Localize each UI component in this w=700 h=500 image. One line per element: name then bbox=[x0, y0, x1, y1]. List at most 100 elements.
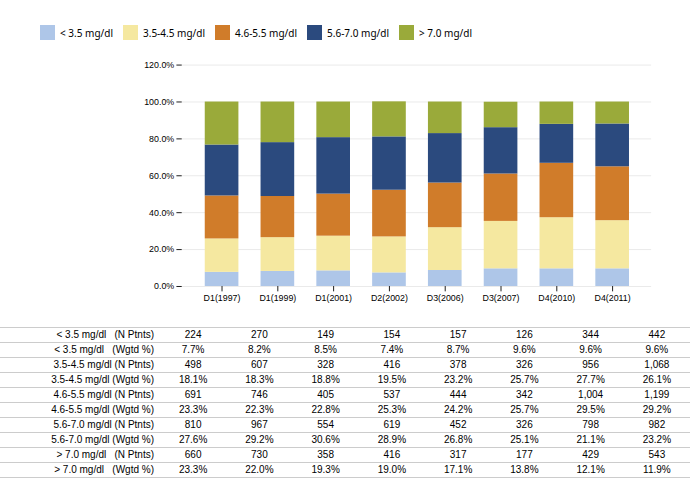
html-text:23.2%: 23.2% bbox=[642, 433, 671, 445]
html-text:28.9%: 28.9% bbox=[377, 433, 406, 445]
html-text:29.2%: 29.2% bbox=[642, 403, 671, 415]
svg-text:100.0%: 100.0% bbox=[144, 97, 174, 107]
html-text:537: 537 bbox=[383, 388, 401, 400]
html-text:25.7%: 25.7% bbox=[510, 373, 539, 385]
html-text:342: 342 bbox=[516, 388, 533, 400]
svg-text:80.0%: 80.0% bbox=[149, 134, 174, 144]
html-text:4.6-5.5 mg/dl: 4.6-5.5 mg/dl bbox=[235, 25, 297, 40]
html-text:967: 967 bbox=[251, 418, 268, 430]
html-text:328: 328 bbox=[317, 358, 334, 370]
html-text:25.3%: 25.3% bbox=[377, 403, 406, 415]
html-text:3.5-4.5 mg/dl (N Ptnts): 3.5-4.5 mg/dl (N Ptnts) bbox=[53, 358, 154, 370]
svg-text:120.0%: 120.0% bbox=[144, 60, 174, 70]
html-text:619: 619 bbox=[383, 418, 401, 430]
svg-text:D1(1999): D1(1999) bbox=[259, 293, 296, 303]
html-text:554: 554 bbox=[317, 418, 334, 430]
html-text:9.6%: 9.6% bbox=[579, 343, 602, 355]
svg-text:D3(2006): D3(2006) bbox=[427, 293, 464, 303]
html-text:4.6-5.5 mg/dl (Wgtd %): 4.6-5.5 mg/dl (Wgtd %) bbox=[51, 403, 154, 415]
html-text:18.3%: 18.3% bbox=[245, 373, 274, 385]
svg-text:D1(2001): D1(2001) bbox=[315, 293, 352, 303]
html-text:177: 177 bbox=[516, 448, 533, 460]
html-text:607: 607 bbox=[251, 358, 268, 370]
html-text:326: 326 bbox=[516, 358, 533, 370]
svg-text:60.0%: 60.0% bbox=[149, 171, 174, 181]
html-text:270: 270 bbox=[251, 328, 268, 340]
html-text:3.5-4.5 mg/dl (Wgtd %): 3.5-4.5 mg/dl (Wgtd %) bbox=[51, 373, 154, 385]
html-text:18.8%: 18.8% bbox=[311, 373, 340, 385]
html-text:378: 378 bbox=[449, 358, 467, 370]
svg-text:20.0%: 20.0% bbox=[149, 244, 174, 254]
html-text:> 7.0 mg/dl: > 7.0 mg/dl bbox=[419, 25, 472, 40]
html-text:29.2%: 29.2% bbox=[245, 433, 274, 445]
html-text:27.7%: 27.7% bbox=[576, 373, 605, 385]
html-text:< 3.5 mg/dl (Wgtd %): < 3.5 mg/dl (Wgtd %) bbox=[54, 343, 154, 355]
html-text:9.6%: 9.6% bbox=[645, 343, 669, 355]
html-text:358: 358 bbox=[317, 448, 334, 460]
html-text:22.3%: 22.3% bbox=[245, 403, 274, 415]
html-text:746: 746 bbox=[251, 388, 268, 400]
html-text:9.6%: 9.6% bbox=[513, 343, 536, 355]
html-text:23.2%: 23.2% bbox=[443, 373, 473, 385]
html-text:660: 660 bbox=[184, 448, 202, 460]
svg-text:D3(2007): D3(2007) bbox=[483, 293, 520, 303]
svg-text:D4(2010): D4(2010) bbox=[538, 293, 575, 303]
html-text:25.1%: 25.1% bbox=[510, 433, 539, 445]
html-text:405: 405 bbox=[317, 388, 334, 400]
html-text:442: 442 bbox=[648, 328, 666, 340]
html-text:344: 344 bbox=[582, 328, 599, 340]
html-text:157: 157 bbox=[449, 328, 467, 340]
html-text:7.7%: 7.7% bbox=[181, 343, 205, 355]
html-text:7.4%: 7.4% bbox=[380, 343, 404, 355]
html-text:982: 982 bbox=[648, 418, 666, 430]
html-text:317: 317 bbox=[449, 448, 467, 460]
html-text:326: 326 bbox=[516, 418, 533, 430]
svg-text:D1(1997): D1(1997) bbox=[204, 293, 241, 303]
html-text:25.7%: 25.7% bbox=[510, 403, 539, 415]
html-text:5.6-7.0 mg/dl (N Ptnts): 5.6-7.0 mg/dl (N Ptnts) bbox=[53, 418, 154, 430]
html-text:19.5%: 19.5% bbox=[377, 373, 406, 385]
html-text:154: 154 bbox=[383, 328, 401, 340]
html-text:149: 149 bbox=[317, 328, 334, 340]
html-text:1,004: 1,004 bbox=[578, 388, 604, 400]
html-text:24.2%: 24.2% bbox=[443, 403, 473, 415]
html-text:22.8%: 22.8% bbox=[311, 403, 340, 415]
html-text:810: 810 bbox=[184, 418, 202, 430]
html-text:30.6%: 30.6% bbox=[311, 433, 340, 445]
html-text:956: 956 bbox=[582, 358, 599, 370]
html-text:26.1%: 26.1% bbox=[642, 373, 671, 385]
html-text:429: 429 bbox=[582, 448, 599, 460]
svg-text:D2(2002): D2(2002) bbox=[371, 293, 408, 303]
html-text:8.7%: 8.7% bbox=[446, 343, 470, 355]
html-text:5.6-7.0 mg/dl (Wgtd %): 5.6-7.0 mg/dl (Wgtd %) bbox=[51, 433, 154, 445]
html-text:29.5%: 29.5% bbox=[576, 403, 605, 415]
svg-text:0.0%: 0.0% bbox=[154, 281, 174, 291]
html-text:730: 730 bbox=[251, 448, 268, 460]
html-text:> 7.0 mg/dl (N Ptnts): > 7.0 mg/dl (N Ptnts) bbox=[56, 448, 154, 460]
html-text:27.6%: 27.6% bbox=[178, 433, 208, 445]
html-text:1,068: 1,068 bbox=[644, 358, 670, 370]
html-text:4.6-5.5 mg/dl (N Ptnts): 4.6-5.5 mg/dl (N Ptnts) bbox=[53, 388, 154, 400]
html-text:444: 444 bbox=[449, 388, 467, 400]
html-text:21.1%: 21.1% bbox=[576, 433, 605, 445]
html-text:498: 498 bbox=[184, 358, 202, 370]
html-text:8.5%: 8.5% bbox=[314, 343, 337, 355]
html-text:23.3%: 23.3% bbox=[178, 403, 208, 415]
svg-text:40.0%: 40.0% bbox=[149, 208, 174, 218]
html-text:3.5-4.5 mg/dl: 3.5-4.5 mg/dl bbox=[143, 25, 205, 40]
html-text:224: 224 bbox=[184, 328, 202, 340]
html-text:416: 416 bbox=[383, 358, 401, 370]
html-text:1,199: 1,199 bbox=[644, 388, 670, 400]
html-text:416: 416 bbox=[383, 448, 401, 460]
html-text:< 3.5 mg/dl: < 3.5 mg/dl bbox=[60, 25, 113, 40]
html-text:798: 798 bbox=[582, 418, 599, 430]
html-text:126: 126 bbox=[516, 328, 533, 340]
html-text:< 3.5 mg/dl (N Ptnts): < 3.5 mg/dl (N Ptnts) bbox=[56, 328, 154, 340]
html-text:5.6-7.0 mg/dl: 5.6-7.0 mg/dl bbox=[327, 25, 389, 40]
svg-text:D4(2011): D4(2011) bbox=[594, 293, 630, 303]
html-text:691: 691 bbox=[184, 388, 202, 400]
html-text:452: 452 bbox=[449, 418, 467, 430]
html-text:8.2%: 8.2% bbox=[248, 343, 271, 355]
html-text:18.1%: 18.1% bbox=[178, 373, 208, 385]
html-text:26.8%: 26.8% bbox=[443, 433, 473, 445]
